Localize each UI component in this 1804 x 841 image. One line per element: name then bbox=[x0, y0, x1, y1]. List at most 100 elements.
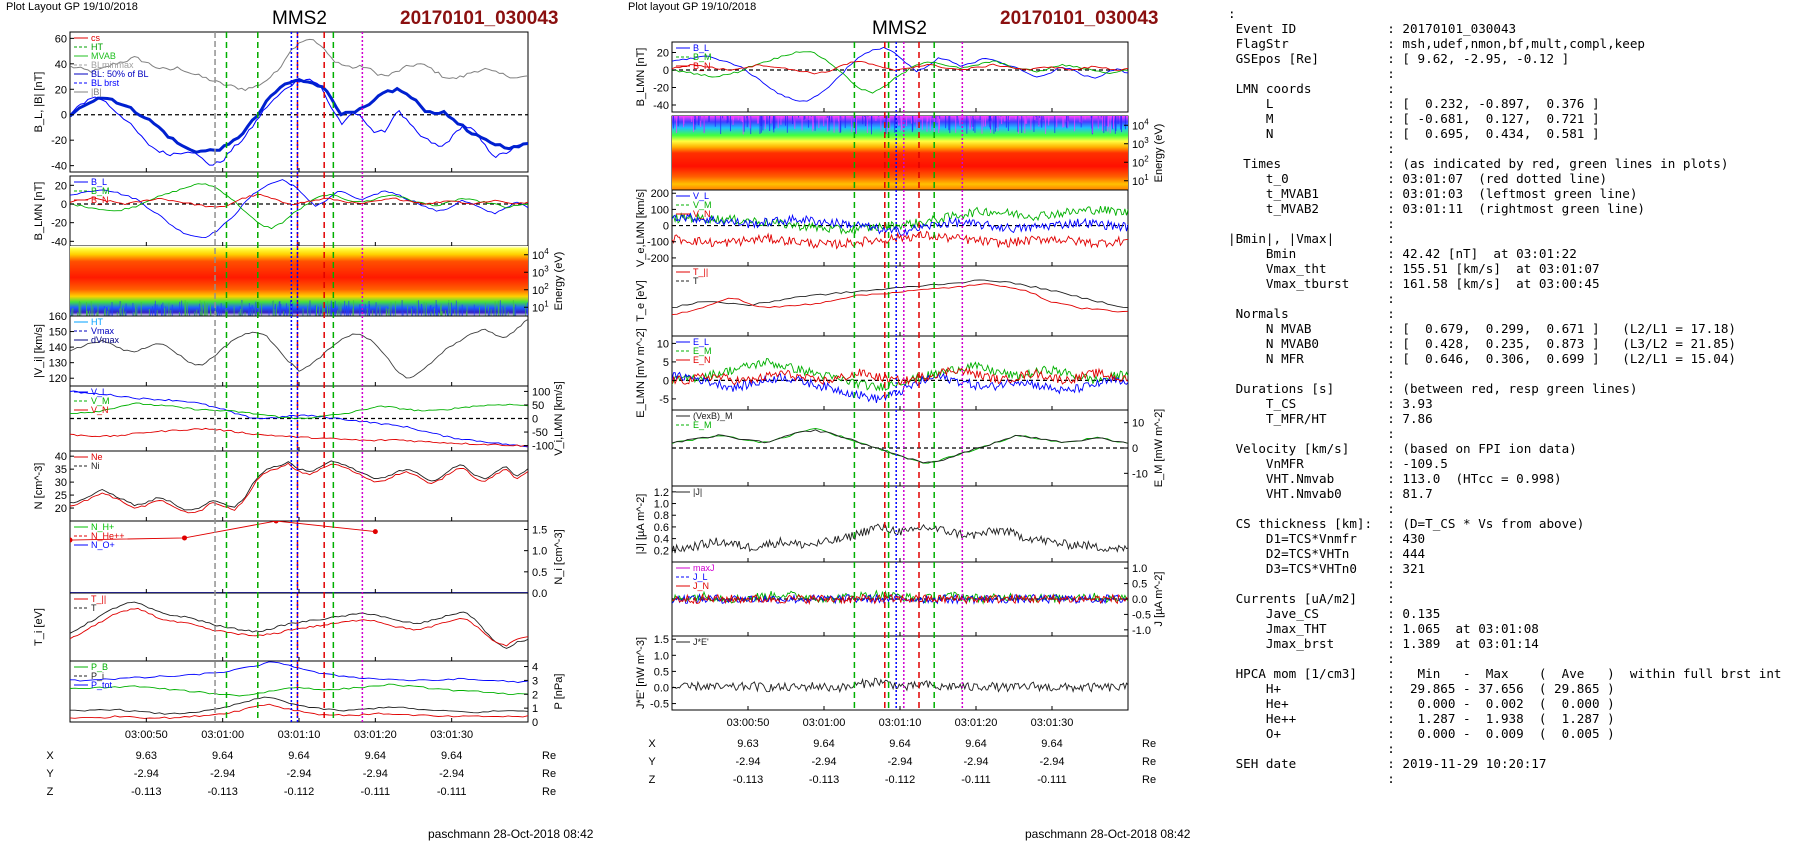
info-line: : bbox=[1228, 366, 1395, 381]
legend-label: |B| bbox=[91, 87, 102, 97]
position-value: -0.113 bbox=[207, 786, 237, 798]
position-row-label: Y bbox=[46, 768, 54, 780]
legend-label: V_L bbox=[693, 191, 709, 201]
panel-frame bbox=[671, 265, 1129, 337]
legend-label: B_N bbox=[91, 195, 109, 205]
ytick-label: 0.6 bbox=[654, 522, 669, 534]
info-line: Velocity [km/s] : (based on FPI ion data… bbox=[1228, 441, 1577, 456]
panel-ylabel: J*E' [nW m^-3] bbox=[635, 637, 647, 709]
panel-je: 1.5 1.0 0.5 0.0 -0.5J*E' [nW m^-3] J*E' bbox=[635, 634, 1129, 711]
series-line bbox=[672, 677, 1128, 694]
ytick-label: 20 bbox=[55, 180, 67, 192]
ytick-label: -20 bbox=[653, 83, 669, 95]
series-line bbox=[672, 366, 1128, 386]
info-line: : bbox=[1228, 141, 1395, 156]
legend-label: N_He++ bbox=[91, 531, 125, 541]
left-plot-header: Plot Layout GP 19/10/2018 bbox=[6, 1, 138, 13]
panel-ylabel: Energy (eV) bbox=[553, 252, 565, 311]
ytick-label: 0.0 bbox=[654, 682, 669, 694]
info-line: t_0 : 03:01:07 (red dotted line) bbox=[1228, 171, 1608, 186]
position-value: -2.94 bbox=[963, 756, 988, 768]
panel-ylabel: T_i [eV] bbox=[33, 608, 45, 646]
legend-label: N_O+ bbox=[91, 540, 115, 550]
left-event-label: 20170101_030043 bbox=[400, 8, 559, 29]
ytick-label: -20 bbox=[51, 135, 67, 147]
series-line bbox=[70, 78, 528, 166]
series-line bbox=[70, 683, 528, 697]
ytick-label: -5 bbox=[659, 394, 669, 406]
info-line: D1=TCS*Vnmfr : 430 bbox=[1228, 531, 1426, 546]
position-row-label: Y bbox=[648, 756, 656, 768]
panel-frame bbox=[69, 660, 529, 723]
legend-label: B_L bbox=[91, 177, 107, 187]
ytick-label: 0 bbox=[1132, 443, 1138, 455]
panel-ylabel: V_e,LMN [km/s] bbox=[635, 189, 647, 267]
ytick-label: 30 bbox=[55, 477, 67, 489]
ytick-label: 0.5 bbox=[654, 666, 669, 678]
panel-content bbox=[70, 390, 528, 448]
panel-ylabel: Energy (eV) bbox=[1153, 124, 1165, 183]
legend-label: E_M bbox=[693, 420, 712, 430]
ytick-label: -1.0 bbox=[1132, 625, 1151, 637]
panel-content bbox=[70, 601, 528, 649]
panel-e: 10 5 0 -5 E_LMN [mV m^-2] E_LE_ME_N bbox=[635, 328, 1129, 418]
position-row-label: X bbox=[46, 750, 54, 762]
panel-ylabel: J [µA m^-2] bbox=[1153, 572, 1165, 627]
position-value: -0.112 bbox=[284, 786, 314, 798]
legend-label: E_N bbox=[693, 355, 711, 365]
info-line: : bbox=[1228, 216, 1395, 231]
ytick-label: 0 bbox=[663, 221, 669, 233]
position-row-label: X bbox=[648, 738, 656, 750]
position-value: -2.94 bbox=[363, 768, 388, 780]
ytick-label: 0 bbox=[61, 199, 67, 211]
series-line bbox=[672, 212, 1128, 237]
panel-p: 43 2 1 0 P [nPa] P_BP_iP_tot bbox=[69, 660, 565, 729]
panel-content bbox=[70, 38, 528, 166]
series-line bbox=[70, 607, 528, 647]
panel-content bbox=[70, 460, 528, 514]
panel-ylabel: |V_i| [km/s] bbox=[33, 324, 45, 378]
ytick-exponent: 4 bbox=[544, 247, 549, 256]
ytick-exponent: 2 bbox=[544, 282, 549, 291]
ytick-label: 0 bbox=[663, 65, 669, 77]
panel-content bbox=[70, 319, 528, 379]
ytick-label: 0.5 bbox=[532, 567, 547, 579]
ytick-exponent: 4 bbox=[1144, 117, 1149, 126]
xtick-label: 03:00:50 bbox=[125, 729, 168, 741]
info-line: : bbox=[1228, 6, 1236, 21]
series-line bbox=[70, 462, 528, 514]
info-line: FlagStr : msh,udef,nmon,bf,mult,compl,ke… bbox=[1228, 36, 1646, 51]
legend-label: HT bbox=[91, 317, 103, 327]
panel-frame bbox=[671, 41, 1129, 113]
ytick-exponent: 1 bbox=[544, 299, 549, 308]
ytick-label: 0.0 bbox=[1132, 594, 1147, 606]
legend-label: E_M bbox=[693, 346, 712, 356]
ytick-label: 25 bbox=[55, 490, 67, 502]
ytick-label: 102 bbox=[1132, 154, 1149, 169]
ytick-exponent: 1 bbox=[1144, 173, 1149, 182]
ytick-label: 0.5 bbox=[1132, 579, 1147, 591]
info-line: He++ : 1.287 - 1.938 ( 1.287 ) bbox=[1228, 711, 1615, 726]
info-line: CS thickness [km]: : (D=T_CS * Vs from a… bbox=[1228, 516, 1585, 531]
legend-label: V_N bbox=[693, 209, 711, 219]
ytick-exponent: 3 bbox=[544, 264, 549, 273]
position-value: 9.63 bbox=[737, 738, 758, 750]
legend-label: maxJ bbox=[693, 563, 715, 573]
panel-frame bbox=[671, 635, 1129, 711]
position-value: 9.64 bbox=[889, 738, 910, 750]
xtick-label: 03:00:50 bbox=[727, 717, 770, 729]
panel-em: 10 0 -10 E_M [mW m^-2] (VexB)_ME_M bbox=[671, 409, 1165, 487]
panel-content bbox=[70, 179, 528, 239]
ytick-label: 20 bbox=[55, 503, 67, 515]
panel-content bbox=[672, 46, 1128, 102]
panel-j: 1.21.00.80.60.40.2 |J| [µA m^-2] |J| bbox=[635, 485, 1129, 563]
position-unit: Re bbox=[1142, 738, 1156, 750]
ytick-label: 1.5 bbox=[532, 524, 547, 536]
legend-label: P_i bbox=[91, 671, 104, 681]
data-point bbox=[70, 537, 73, 543]
ytick-exponent: 3 bbox=[1144, 136, 1149, 145]
series-line bbox=[70, 194, 528, 208]
